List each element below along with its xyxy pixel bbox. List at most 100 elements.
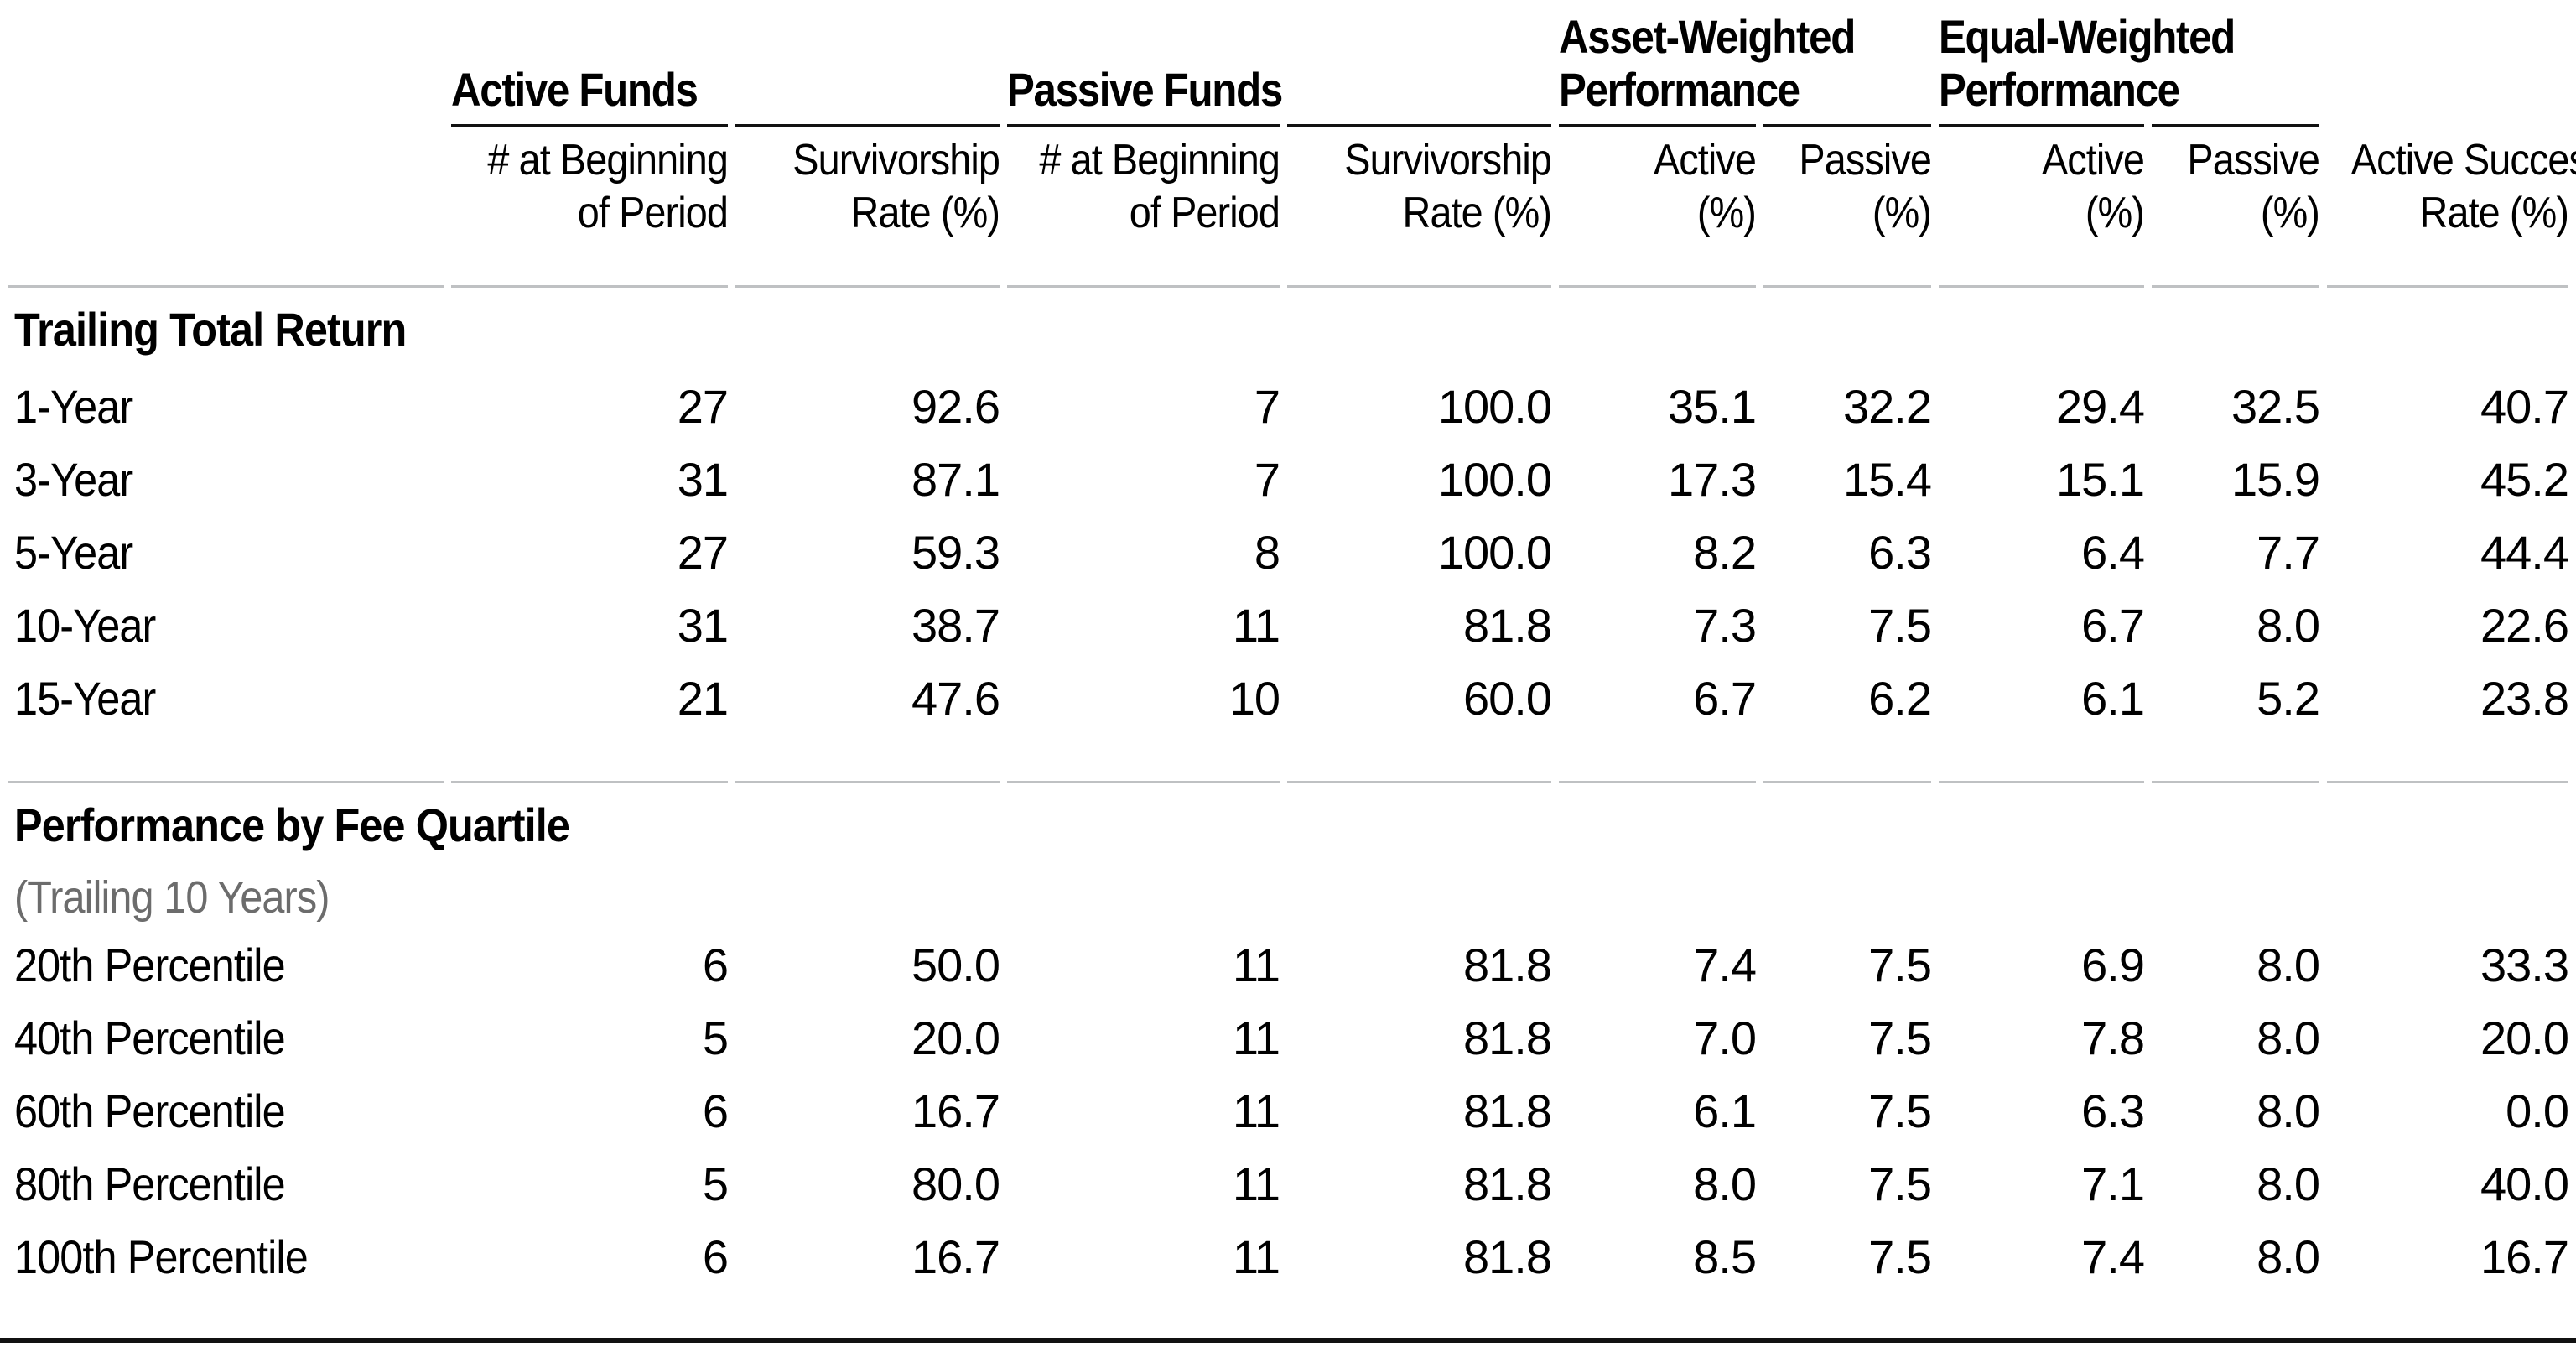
column-group-asset-weighted-extent xyxy=(1763,0,1931,127)
column-group-label: Asset-Weighted Performance xyxy=(1559,10,1856,116)
active-passive-performance-table: Active Funds Passive Funds Asset-Weighte… xyxy=(8,0,2576,1293)
column-group-passive-funds: Passive Funds xyxy=(1007,0,1283,127)
value-cell: 16.7 xyxy=(2480,1230,2569,1283)
value-cell: 81.8 xyxy=(1463,939,1552,991)
value-cell: 7.5 xyxy=(1868,1230,1932,1283)
row-label-header-cell xyxy=(8,127,444,288)
value-cell: 7.1 xyxy=(2081,1157,2145,1210)
column-group-label: Passive Funds xyxy=(1007,63,1283,116)
value-cell: 10 xyxy=(1007,662,1280,783)
value-cell: 81.8 xyxy=(1463,599,1552,652)
value-cell: 5 xyxy=(702,1012,729,1064)
value-cell: 7.7 xyxy=(2257,526,2320,579)
value-cell: 8.5 xyxy=(1693,1230,1757,1283)
value-cell: 11 xyxy=(1232,1230,1280,1283)
value-cell: 20.0 xyxy=(2480,1012,2569,1064)
value-cell: 59.3 xyxy=(911,526,1000,579)
section-title-performance-by-fee-quartile: Performance by Fee Quartile xyxy=(14,798,570,851)
row-label-cell: 80th Percentile xyxy=(14,1157,286,1210)
column-header-ew-active-pct: Active (%) xyxy=(1939,127,2145,288)
value-cell: 11 xyxy=(1232,599,1280,652)
table-row-1-year: 1-Year 27 92.6 7 100.0 35.1 32.2 29.4 32… xyxy=(8,370,2569,443)
value-cell: 92.6 xyxy=(911,380,1000,433)
value-cell: 38.7 xyxy=(911,599,1000,652)
value-cell: 22.6 xyxy=(2480,599,2569,652)
row-label-cell: 60th Percentile xyxy=(14,1084,286,1137)
column-group-active-funds: Active Funds xyxy=(451,0,728,127)
row-label-cell: 15-Year xyxy=(8,662,444,783)
column-group-active-funds-extent xyxy=(735,0,1000,127)
table-row-15-year: 15-Year 21 47.6 10 60.0 6.7 6.2 6.1 5.2 … xyxy=(8,662,2569,783)
value-cell: 16.7 xyxy=(911,1084,1000,1137)
column-header-ew-passive-pct: Passive (%) xyxy=(2152,127,2320,288)
value-cell: 11 xyxy=(1232,939,1280,991)
row-label-cell: 5-Year xyxy=(14,526,133,579)
value-cell: 100.0 xyxy=(1437,453,1552,506)
value-cell: 8.0 xyxy=(2257,939,2320,991)
value-cell: 6.1 xyxy=(1693,1084,1757,1137)
value-cell: 7 xyxy=(1254,380,1280,433)
value-cell: 15.1 xyxy=(2056,453,2145,506)
column-group-header-row: Active Funds Passive Funds Asset-Weighte… xyxy=(8,0,2568,127)
value-cell: 27 xyxy=(677,526,729,579)
value-cell: 8.0 xyxy=(2257,599,2320,652)
row-label-cell: 40th Percentile xyxy=(14,1012,286,1064)
section-header-row: Trailing Total Return xyxy=(8,288,2568,370)
value-cell: 81.8 xyxy=(1463,1012,1552,1064)
value-cell: 8 xyxy=(1254,526,1280,579)
value-cell: 11 xyxy=(1232,1157,1280,1210)
value-cell: 6.3 xyxy=(1868,526,1932,579)
value-cell: 11 xyxy=(1232,1084,1280,1137)
value-cell: 100.0 xyxy=(1437,526,1552,579)
value-cell: 7.8 xyxy=(2081,1012,2145,1064)
value-cell: 81.8 xyxy=(1463,1084,1552,1137)
column-header-active-success-rate: Active SuccessRate (%) xyxy=(2327,127,2576,288)
spacer-cell xyxy=(8,0,444,127)
value-cell: 6.7 xyxy=(1559,662,1757,783)
value-cell: 8.0 xyxy=(2257,1157,2320,1210)
row-label-cell: 1-Year xyxy=(14,380,133,433)
row-label-cell: 3-Year xyxy=(14,453,133,506)
table-row-60th-percentile: 60th Percentile 6 16.7 11 81.8 6.1 7.5 6… xyxy=(8,1074,2569,1147)
value-cell: 21 xyxy=(451,662,729,783)
value-cell: 60.0 xyxy=(1287,662,1552,783)
value-cell: 6.2 xyxy=(1763,662,1932,783)
value-cell: 23.8 xyxy=(2327,662,2569,783)
column-group-equal-weighted-extent xyxy=(2152,0,2319,127)
value-cell: 7.4 xyxy=(2081,1230,2145,1283)
value-cell: 5 xyxy=(702,1157,729,1210)
value-cell: 7.5 xyxy=(1868,599,1932,652)
section-title-trailing-total-return: Trailing Total Return xyxy=(14,302,407,356)
value-cell: 81.8 xyxy=(1463,1157,1552,1210)
table-row-5-year: 5-Year 27 59.3 8 100.0 8.2 6.3 6.4 7.7 4… xyxy=(8,516,2569,589)
value-cell: 27 xyxy=(677,380,729,433)
value-cell: 7.5 xyxy=(1868,1157,1932,1210)
value-cell: 47.6 xyxy=(735,662,1000,783)
value-cell: 6.7 xyxy=(2081,599,2145,652)
value-cell: 15.9 xyxy=(2231,453,2320,506)
value-cell: 5.2 xyxy=(2152,662,2320,783)
value-cell: 35.1 xyxy=(1668,380,1757,433)
column-group-equal-weighted-performance: Equal-Weighted Performance xyxy=(1939,0,2236,127)
row-label-cell: 10-Year xyxy=(14,599,156,652)
value-cell: 16.7 xyxy=(911,1230,1000,1283)
value-cell: 6.1 xyxy=(1939,662,2145,783)
value-cell: 8.0 xyxy=(2257,1084,2320,1137)
table-bottom-rule xyxy=(0,1338,2576,1343)
column-group-label: Active Funds xyxy=(451,63,699,116)
column-group-asset-weighted-performance: Asset-Weighted Performance xyxy=(1559,0,1856,127)
value-cell: 7.5 xyxy=(1868,1012,1932,1064)
value-cell: 6 xyxy=(702,1230,729,1283)
value-cell: 50.0 xyxy=(911,939,1000,991)
value-cell: 32.2 xyxy=(1843,380,1932,433)
table-row-3-year: 3-Year 31 87.1 7 100.0 17.3 15.4 15.1 15… xyxy=(8,443,2569,516)
value-cell: 7.4 xyxy=(1693,939,1757,991)
value-cell: 6 xyxy=(702,939,729,991)
value-cell: 20.0 xyxy=(911,1012,1000,1064)
section-subtitle-trailing-10-years: (Trailing 10 Years) xyxy=(14,871,330,923)
value-cell: 33.3 xyxy=(2480,939,2569,991)
value-cell: 80.0 xyxy=(911,1157,1000,1210)
table-row-100th-percentile: 100th Percentile 6 16.7 11 81.8 8.5 7.5 … xyxy=(8,1220,2569,1293)
column-header-active-num-beginning: # at Beginning of Period xyxy=(451,127,729,288)
